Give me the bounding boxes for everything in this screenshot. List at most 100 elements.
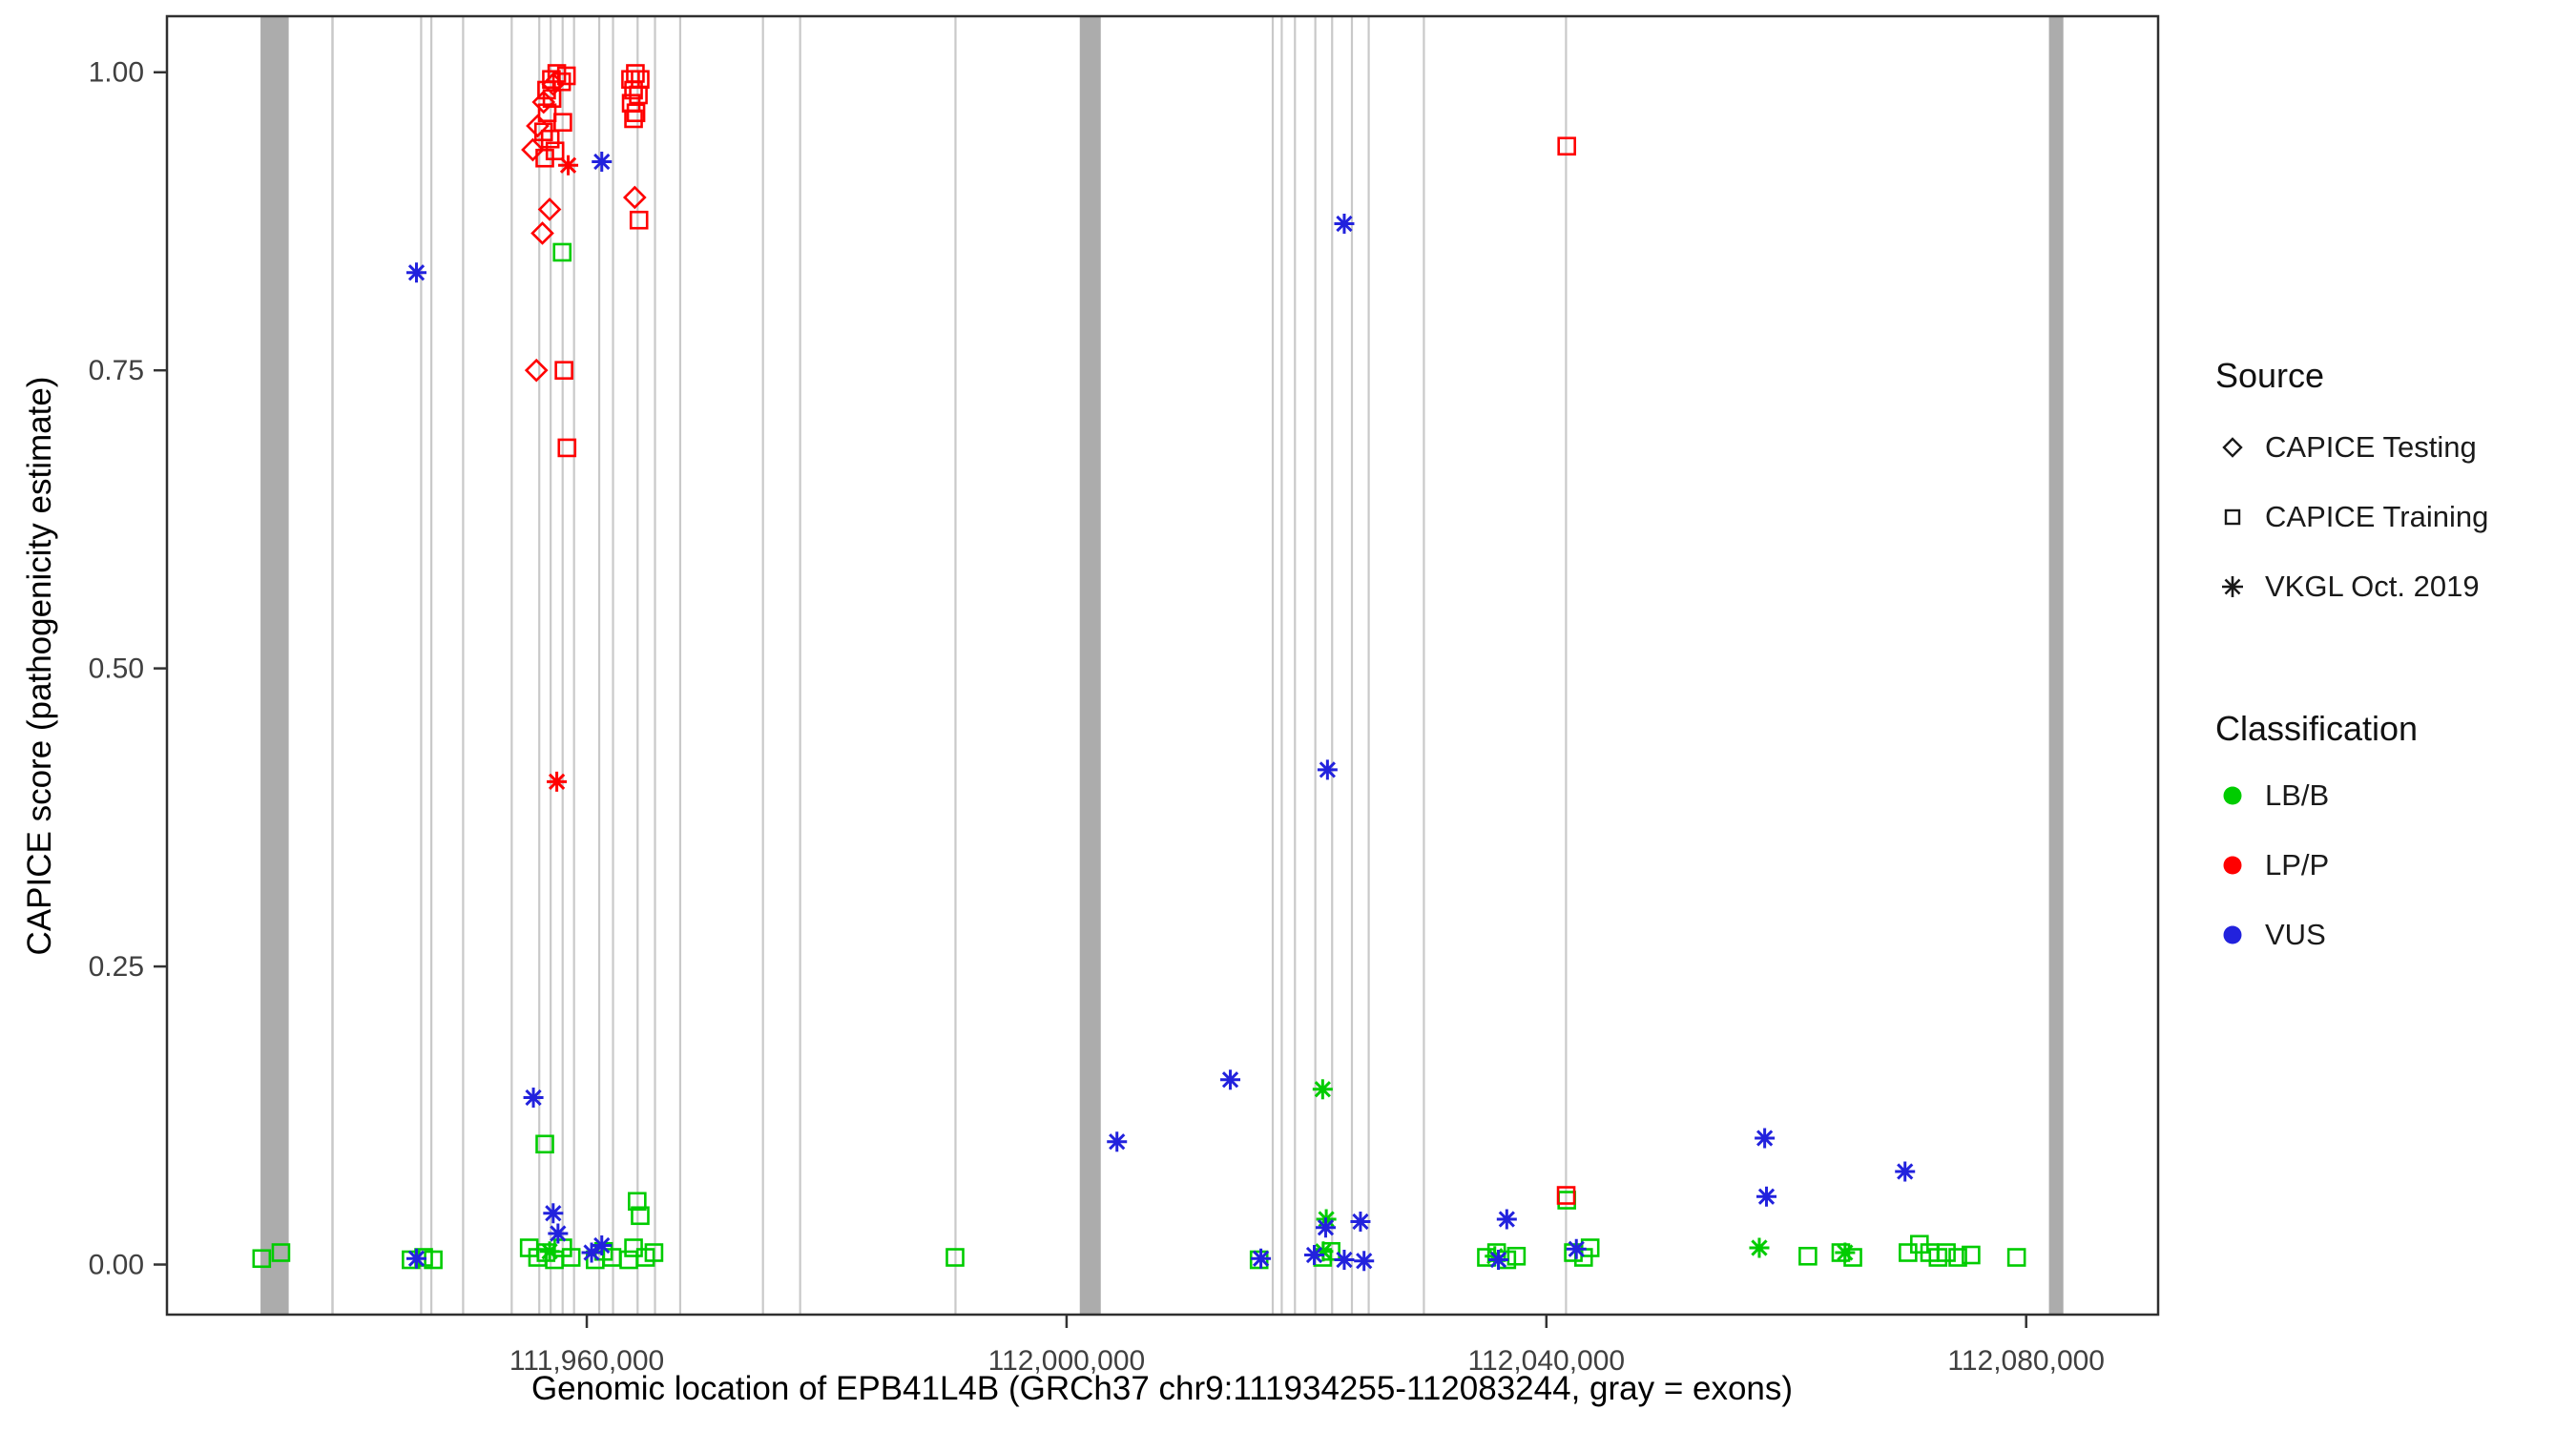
exon-region bbox=[429, 16, 433, 1315]
legend-item-lbb: LB/B bbox=[2215, 775, 2329, 817]
point-asterisk-lbb bbox=[1312, 1079, 1333, 1100]
point-square-lbb bbox=[271, 1243, 291, 1262]
point-square-lbb bbox=[619, 1250, 638, 1270]
point-square-lpp bbox=[624, 109, 643, 129]
point-square-lpp bbox=[551, 72, 571, 92]
plot-panel-border bbox=[165, 14, 2160, 1317]
exon-region bbox=[636, 16, 639, 1315]
point-asterisk-vus bbox=[1251, 1248, 1272, 1269]
point-asterisk-vus bbox=[1334, 1250, 1355, 1271]
point-asterisk-vus bbox=[1304, 1245, 1325, 1266]
point-asterisk-vus bbox=[523, 1088, 544, 1109]
point-asterisk-vus bbox=[1354, 1251, 1375, 1272]
point-square-lbb bbox=[1962, 1245, 1981, 1265]
point-square-lpp bbox=[631, 70, 650, 90]
exon-region bbox=[1350, 16, 1354, 1315]
legend-label-capice-testing: CAPICE Testing bbox=[2265, 430, 2477, 464]
point-square-lpp bbox=[542, 89, 562, 109]
point-asterisk-vus bbox=[1488, 1250, 1509, 1271]
exon-region bbox=[799, 16, 801, 1315]
point-square-lpp bbox=[626, 103, 646, 123]
exon-region bbox=[538, 16, 541, 1315]
y-tick-label: 0.50 bbox=[89, 653, 144, 685]
point-square-lbb bbox=[535, 1134, 554, 1154]
exon-region bbox=[510, 16, 513, 1315]
point-asterisk-lpp bbox=[558, 155, 579, 176]
legend-item-vus: VUS bbox=[2215, 914, 2326, 956]
point-square-lpp bbox=[537, 103, 557, 123]
exon-region bbox=[1079, 16, 1101, 1315]
legend-label-lpp: LP/P bbox=[2265, 848, 2330, 881]
exon-region bbox=[550, 16, 552, 1315]
y-tick-label: 0.75 bbox=[89, 355, 144, 386]
point-asterisk-vus bbox=[1350, 1212, 1371, 1233]
point-square-lbb bbox=[1506, 1246, 1527, 1266]
point-square-lbb bbox=[1948, 1248, 1967, 1267]
legend-label-vus: VUS bbox=[2265, 918, 2326, 951]
exon-region bbox=[1294, 16, 1297, 1315]
point-asterisk-vus bbox=[1315, 1217, 1336, 1238]
point-asterisk-vus bbox=[1895, 1161, 1916, 1182]
legend-item-vkgl: VKGL Oct. 2019 bbox=[2215, 566, 2480, 608]
point-square-lbb bbox=[624, 1238, 643, 1257]
exon-region bbox=[1280, 16, 1283, 1315]
exon-region bbox=[761, 16, 764, 1315]
point-square-lpp bbox=[629, 210, 649, 230]
point-square-lpp bbox=[626, 64, 645, 83]
legend: Source CAPICE Testing CAPICE Training VK… bbox=[2215, 0, 2559, 1431]
point-square-lpp bbox=[557, 438, 577, 458]
point-square-lbb bbox=[561, 1248, 581, 1267]
point-asterisk-vus bbox=[1756, 1186, 1777, 1207]
square-glyph-icon bbox=[2224, 508, 2241, 526]
point-asterisk-vus bbox=[1496, 1209, 1517, 1230]
legend-classification-title: Classification bbox=[2215, 709, 2419, 748]
point-square-lpp bbox=[553, 113, 572, 133]
vus-color-dot-icon bbox=[2223, 925, 2242, 944]
point-square-lpp bbox=[1557, 136, 1576, 156]
legend-item-lpp: LP/P bbox=[2215, 844, 2329, 886]
point-asterisk-lbb bbox=[1749, 1237, 1770, 1258]
point-square-lbb bbox=[644, 1243, 664, 1262]
point-square-lbb bbox=[252, 1249, 272, 1269]
exon-region bbox=[2048, 16, 2064, 1315]
exon-region bbox=[612, 16, 614, 1315]
point-square-lbb bbox=[1937, 1243, 1956, 1262]
exon-region bbox=[1314, 16, 1317, 1315]
point-asterisk-vus bbox=[406, 262, 427, 283]
point-square-lpp bbox=[540, 129, 560, 149]
point-square-lpp bbox=[556, 66, 576, 86]
y-axis-title: CAPICE score (pathogenicity estimate) bbox=[21, 376, 58, 956]
point-diamond-lpp bbox=[526, 114, 550, 138]
point-asterisk-vus bbox=[543, 1203, 564, 1224]
x-tick-label: 112,000,000 bbox=[988, 1345, 1146, 1377]
legend-label-capice-training: CAPICE Training bbox=[2265, 500, 2489, 533]
point-asterisk-vus bbox=[1566, 1238, 1587, 1259]
point-square-lpp bbox=[535, 148, 554, 168]
diamond-glyph-icon bbox=[2222, 437, 2243, 458]
y-tick-label: 0.00 bbox=[89, 1250, 144, 1281]
legend-source-title: Source bbox=[2215, 356, 2325, 395]
point-diamond-lpp bbox=[622, 185, 647, 210]
point-diamond-lpp bbox=[521, 137, 545, 162]
point-square-lpp bbox=[624, 80, 643, 100]
point-asterisk-vus bbox=[1220, 1069, 1241, 1090]
x-axis-title: Genomic location of EPB41L4B (GRCh37 chr… bbox=[530, 1370, 1794, 1407]
point-asterisk-vus bbox=[1334, 213, 1355, 234]
legend-label-lbb: LB/B bbox=[2265, 778, 2330, 812]
point-asterisk-vus bbox=[581, 1242, 602, 1263]
exon-region bbox=[331, 16, 334, 1315]
x-tick-label: 111,960,000 bbox=[509, 1345, 664, 1377]
exon-region bbox=[678, 16, 682, 1315]
exon-region bbox=[1331, 16, 1334, 1315]
point-asterisk-vus bbox=[1107, 1131, 1128, 1152]
point-asterisk-vus bbox=[592, 1235, 613, 1256]
exon-region bbox=[654, 16, 656, 1315]
point-square-lbb bbox=[631, 1206, 650, 1226]
exon-region bbox=[260, 16, 289, 1315]
exon-region bbox=[954, 16, 957, 1315]
legend-label-vkgl: VKGL Oct. 2019 bbox=[2265, 570, 2480, 603]
exon-region bbox=[1565, 16, 1568, 1315]
point-diamond-lpp bbox=[524, 358, 549, 383]
x-tick-label: 112,080,000 bbox=[1947, 1345, 2105, 1377]
